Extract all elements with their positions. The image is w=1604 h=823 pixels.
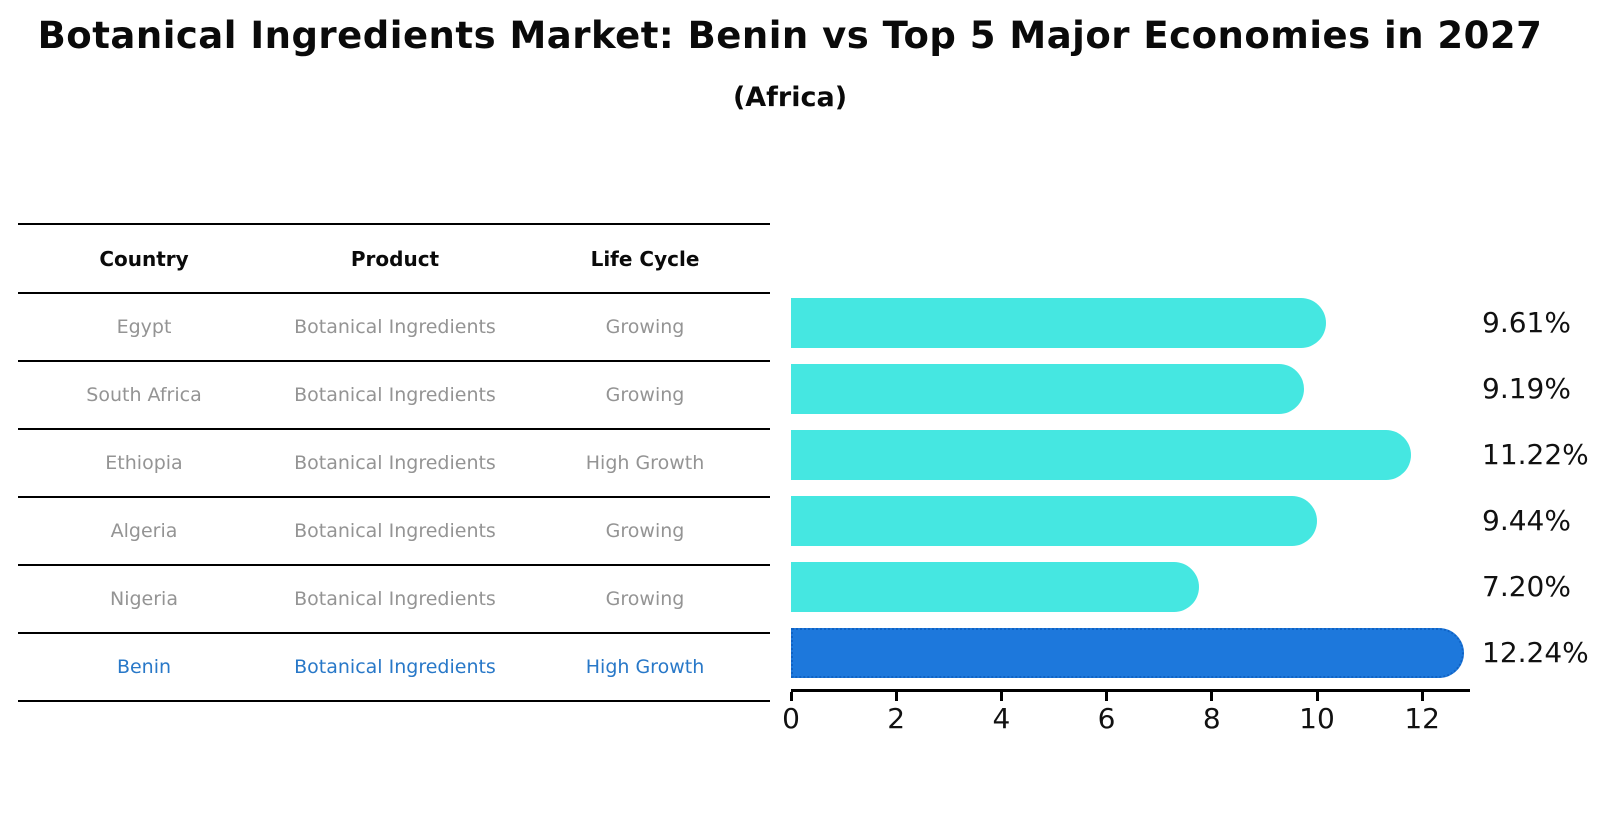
column-header-product: Product bbox=[350, 246, 440, 271]
x-tick-label-0: 0 bbox=[782, 702, 800, 735]
value-label-algeria: 9.44% bbox=[1482, 504, 1571, 537]
column-header-life-cycle: Life Cycle bbox=[590, 246, 700, 271]
table-row-nigeria: Nigeria Botanical Ingredients Growing bbox=[18, 564, 770, 632]
bar-egypt bbox=[791, 298, 1326, 348]
cell-life-cycle: Growing bbox=[605, 588, 685, 610]
cell-life-cycle: High Growth bbox=[585, 656, 705, 678]
cell-life-cycle: Growing bbox=[605, 384, 685, 406]
cell-country: Ethiopia bbox=[105, 452, 183, 474]
cell-country: Algeria bbox=[110, 520, 178, 542]
value-label-south-africa: 9.19% bbox=[1482, 372, 1571, 405]
bar-benin bbox=[791, 628, 1464, 678]
table-row-south-africa: South Africa Botanical Ingredients Growing bbox=[18, 360, 770, 428]
x-tick-label-2: 2 bbox=[887, 702, 906, 735]
value-label-benin: 12.24% bbox=[1482, 636, 1589, 669]
x-tick-2 bbox=[894, 692, 898, 701]
bar-algeria bbox=[791, 496, 1317, 546]
cell-life-cycle: High Growth bbox=[585, 452, 705, 474]
value-label-egypt: 9.61% bbox=[1482, 306, 1571, 339]
x-axis-spine bbox=[791, 689, 1470, 692]
table-header-row: Country Product Life Cycle bbox=[18, 223, 770, 292]
column-header-country: Country bbox=[99, 246, 189, 271]
x-tick-10 bbox=[1315, 692, 1319, 701]
cell-product: Botanical Ingredients bbox=[294, 588, 496, 610]
bar-nigeria bbox=[791, 562, 1199, 612]
x-tick-label-12: 12 bbox=[1404, 702, 1440, 735]
value-label-ethiopia: 11.22% bbox=[1482, 438, 1589, 471]
value-label-nigeria: 7.20% bbox=[1482, 570, 1571, 603]
x-tick-label-6: 6 bbox=[1097, 702, 1116, 735]
country-table: Country Product Life Cycle Egypt Botanical I… bbox=[18, 223, 770, 702]
cell-life-cycle: Growing bbox=[605, 316, 685, 338]
cell-country: Nigeria bbox=[110, 588, 178, 610]
bar-ethiopia bbox=[791, 430, 1411, 480]
x-tick-label-4: 4 bbox=[992, 702, 1011, 735]
cell-product: Botanical Ingredients bbox=[294, 656, 496, 678]
x-tick-6 bbox=[1105, 692, 1109, 701]
cell-life-cycle: Growing bbox=[605, 520, 685, 542]
x-tick-4 bbox=[999, 692, 1003, 701]
cell-country: Egypt bbox=[116, 316, 172, 338]
x-tick-label-8: 8 bbox=[1202, 702, 1221, 735]
cell-product: Botanical Ingredients bbox=[294, 316, 496, 338]
cell-product: Botanical Ingredients bbox=[294, 452, 496, 474]
table-row-benin: Benin Botanical Ingredients High Growth bbox=[18, 632, 770, 700]
table-row-egypt: Egypt Botanical Ingredients Growing bbox=[18, 292, 770, 360]
table-row-ethiopia: Ethiopia Botanical Ingredients High Growth bbox=[18, 428, 770, 496]
chart-title: Botanical Ingredients Market: Benin vs T… bbox=[37, 14, 1543, 57]
table-row-algeria: Algeria Botanical Ingredients Growing bbox=[18, 496, 770, 564]
x-tick-8 bbox=[1210, 692, 1214, 701]
cell-product: Botanical Ingredients bbox=[294, 384, 496, 406]
bar-south-africa bbox=[791, 364, 1304, 414]
cell-country: Benin bbox=[116, 656, 172, 678]
chart-subtitle: (Africa) bbox=[732, 82, 848, 113]
x-tick-label-10: 10 bbox=[1299, 702, 1335, 735]
cell-country: South Africa bbox=[86, 384, 202, 406]
x-tick-0 bbox=[789, 692, 793, 701]
x-tick-12 bbox=[1420, 692, 1424, 701]
cell-product: Botanical Ingredients bbox=[294, 520, 496, 542]
